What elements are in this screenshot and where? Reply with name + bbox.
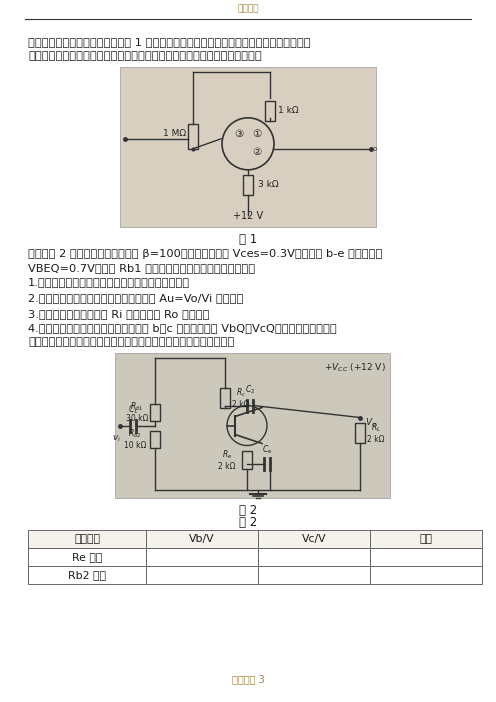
Text: 状态: 状态 [420,534,433,544]
Text: $R_e$
2 kΩ: $R_e$ 2 kΩ [218,448,236,471]
Text: Re 短路: Re 短路 [72,552,102,562]
Bar [120,67,376,227]
Bar [355,423,365,442]
Bar [258,548,370,566]
Bar [28,548,146,566]
Text: Vc/V: Vc/V [302,534,326,544]
Text: 1 MΩ: 1 MΩ [164,128,186,138]
Text: ③: ③ [235,128,244,139]
Text: $C_2$: $C_2$ [245,384,255,397]
Bar [242,451,252,468]
Text: $C_1$: $C_1$ [128,404,138,416]
Bar [146,530,258,548]
Text: 一、某放大电路经过测试得到如图 1 所示的电路结构，管子型号已经无法看清，可能是双极: 一、某放大电路经过测试得到如图 1 所示的电路结构，管子型号已经无法看清，可能是… [28,37,310,47]
Text: o: o [373,146,377,152]
Bar [265,101,275,121]
Text: 图 2: 图 2 [239,504,257,517]
Text: 1.电路正常工作时，它是一个什么组态的放大电路？: 1.电路正常工作时，它是一个什么组态的放大电路？ [28,277,190,287]
Text: $v_i$: $v_i$ [113,434,122,444]
Bar [188,124,198,149]
Text: ①: ① [252,128,261,139]
Text: VBEQ=0.7V，电阻 Rb1 中的电流远大于晶体管的基极电流。: VBEQ=0.7V，电阻 Rb1 中的电流远大于晶体管的基极电流。 [28,263,255,273]
Text: 型管，也可能是单极型管。画出两种可能的管子号（要标明相应的管脚位置）: 型管，也可能是单极型管。画出两种可能的管子号（要标明相应的管脚位置） [28,51,262,61]
Text: +$V_{CC}$ (+12 V): +$V_{CC}$ (+12 V) [324,361,386,373]
Bar [150,430,160,447]
Bar [150,404,160,420]
Text: $C_e$: $C_e$ [262,443,272,456]
Text: 页眉内容 3: 页眉内容 3 [232,674,264,684]
Bar [258,530,370,548]
Text: 页眉内容: 页眉内容 [237,4,259,13]
Text: 3 kΩ: 3 kΩ [258,180,278,190]
Text: $R_L$
2 kΩ: $R_L$ 2 kΩ [367,421,385,444]
Bar [28,566,146,584]
Text: 图 1: 图 1 [239,233,257,246]
Text: 二、在图 2 所示电路中，晶体管的 β=100，饱和管的压降 Vces=0.3V；静态时 b-e 之间的电压: 二、在图 2 所示电路中，晶体管的 β=100，饱和管的压降 Vces=0.3V… [28,249,382,259]
Bar [146,566,258,584]
Bar [146,548,258,566]
Bar [115,353,390,498]
Text: ②: ② [252,147,261,157]
Text: 3.列出电路中的输入电阻 Ri 和输出电阻 Ro 表达式。: 3.列出电路中的输入电阻 Ri 和输出电阻 Ro 表达式。 [28,309,209,319]
Text: Rb2 开路: Rb2 开路 [68,570,106,580]
Text: Vb/V: Vb/V [189,534,215,544]
Bar [258,566,370,584]
Text: 1 kΩ: 1 kΩ [278,106,298,115]
Text: $R_c$
2 kΩ: $R_c$ 2 kΩ [232,386,250,409]
Bar [243,175,253,194]
Bar [370,530,482,548]
Text: $R_{b1}$
30 kΩ: $R_{b1}$ 30 kΩ [126,401,148,423]
Text: +12 V: +12 V [233,211,263,221]
Text: $V_o$: $V_o$ [365,416,377,429]
Text: 4.当发生表中所列某一故障时，晶体管 b、c 极的直流电位 VbQ、VcQ约等于多少？晶体管: 4.当发生表中所列某一故障时，晶体管 b、c 极的直流电位 VbQ、VcQ约等于… [28,323,337,333]
Text: 处于什么状态（放大、饱和、截止）？将答案填入表格的相应位置。: 处于什么状态（放大、饱和、截止）？将答案填入表格的相应位置。 [28,337,234,347]
Text: 故障原因: 故障原因 [74,534,100,544]
Bar [370,548,482,566]
Bar [370,566,482,584]
Text: 表 2: 表 2 [239,516,257,529]
Bar [220,388,230,407]
Bar [28,530,146,548]
Text: $R_{b2}$
10 kΩ: $R_{b2}$ 10 kΩ [124,428,146,451]
Text: 2.请列出电路正常工作时的电压放大倍数 Au=Vo/Vi 表达式。: 2.请列出电路正常工作时的电压放大倍数 Au=Vo/Vi 表达式。 [28,293,244,303]
